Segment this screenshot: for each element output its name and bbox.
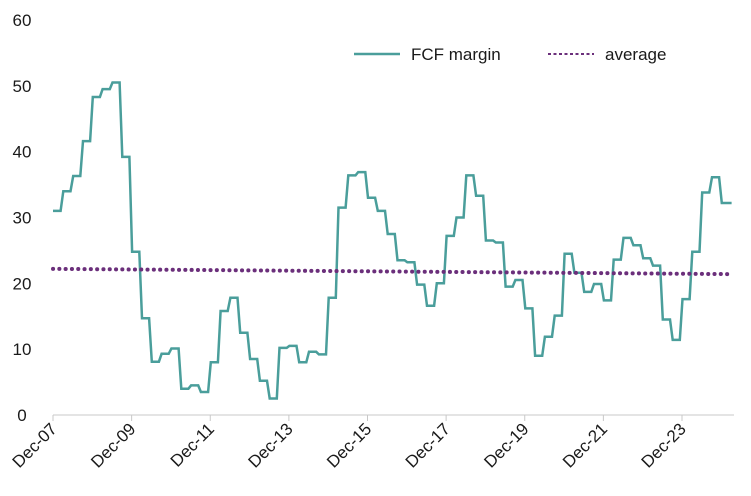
y-tick-label-10: 10 [13,340,32,359]
y-tick-label-60: 60 [13,11,32,30]
x-axis-tick-labels: Dec-07 Dec-09 Dec-11 Dec-13 Dec-15 Dec-17 Dec-… [9,419,690,471]
x-tick-label-dec-17: Dec-17 [402,419,454,471]
series-line-average [51,266,734,277]
x-tick-label-dec-21: Dec-21 [559,419,611,471]
y-axis-tick-labels: 0 10 20 30 40 50 60 [13,11,32,425]
x-axis-ticks [52,415,683,421]
x-tick-label-dec-19: Dec-19 [480,419,532,471]
y-tick-label-50: 50 [13,77,32,96]
legend-label-fcf-margin: FCF margin [411,45,501,64]
y-tick-label-20: 20 [13,274,32,293]
x-tick-label-dec-07: Dec-07 [9,419,61,471]
series-layer [51,81,734,400]
y-tick-label-40: 40 [13,143,32,162]
series-line-fcf-margin [53,81,732,400]
y-tick-label-30: 30 [13,209,32,228]
x-tick-label-dec-15: Dec-15 [323,419,375,471]
x-tick-label-dec-13: Dec-13 [245,419,297,471]
legend-label-average: average [605,45,666,64]
y-tick-label-0: 0 [17,406,26,425]
x-tick-label-dec-23: Dec-23 [638,419,690,471]
x-tick-label-dec-11: Dec-11 [167,419,218,470]
x-tick-label-dec-09: Dec-09 [87,419,139,471]
legend: FCF margin average [354,45,666,64]
